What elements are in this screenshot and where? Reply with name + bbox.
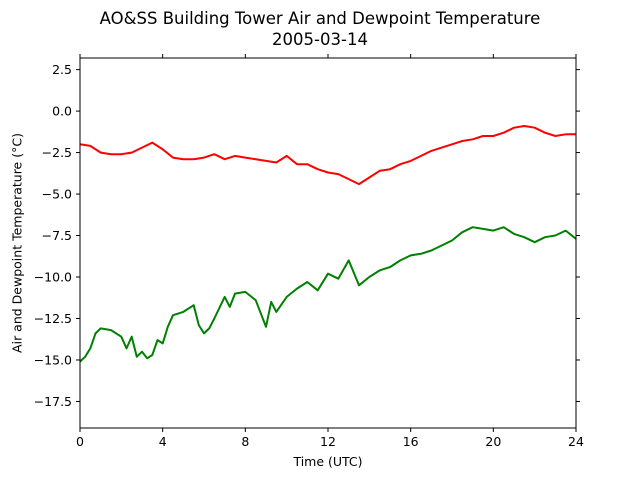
y-tick-label-2: −2.5: [42, 145, 72, 160]
x-tick-label-1: 4: [159, 434, 167, 449]
chart-subtitle: 2005-03-14: [272, 30, 368, 49]
y-tick-label-4: −7.5: [42, 228, 72, 243]
y-tick-label-5: −10.0: [34, 270, 72, 285]
x-axis-ticks: 0 4 8 12 16 20 24: [76, 54, 584, 449]
y-tick-label-0: 2.5: [52, 62, 72, 77]
x-tick-label-2: 8: [241, 434, 249, 449]
series-line-2: [79, 226, 577, 363]
series-line-1: [79, 125, 576, 186]
plot-frame: [79, 57, 577, 429]
chart-title: AO&SS Building Tower Air and Dewpoint Te…: [99, 9, 541, 28]
x-tick-label-0: 0: [76, 434, 84, 449]
x-axis-label: Time (UTC): [292, 454, 362, 469]
y-tick-label-7: −15.0: [34, 352, 72, 367]
chart-title-block: AO&SS Building Tower Air and Dewpoint Te…: [0, 8, 640, 50]
y-tick-label-6: −12.5: [34, 311, 72, 326]
y-tick-label-1: 0.0: [52, 104, 72, 119]
y-tick-label-3: −5.0: [42, 187, 72, 202]
y-tick-label-8: −17.5: [34, 394, 72, 409]
x-tick-label-5: 20: [485, 434, 501, 449]
x-tick-label-4: 16: [403, 434, 419, 449]
x-tick-label-3: 12: [320, 434, 336, 449]
plot-lines: [79, 125, 577, 363]
y-axis-ticks: 2.5 0.0 −2.5 −5.0 −7.5 −10.0 −12.5 −15.0 −17.5: [34, 62, 580, 409]
y-axis-label: Air and Dewpoint Temperature (°C): [9, 133, 24, 353]
x-tick-label-6: 24: [568, 434, 584, 449]
